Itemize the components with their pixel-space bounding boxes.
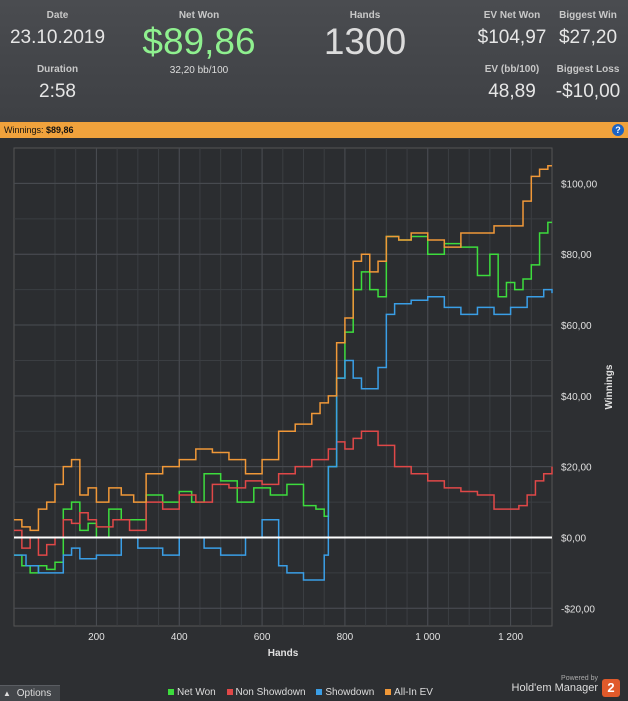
help-icon[interactable]: ? (612, 124, 624, 136)
net-won-value: $89,86 (142, 21, 256, 62)
biggest-win-value: $27,20 (558, 27, 618, 48)
duration-stat: Duration 2:58 (5, 64, 110, 103)
series-line-non-showdown (14, 430, 553, 556)
y-tick-label: $100,00 (561, 179, 598, 190)
x-tick-label: 800 (337, 632, 354, 643)
y-tick-label: $20,00 (561, 463, 592, 474)
winnings-banner: Winnings: $89,86 ? (0, 122, 628, 138)
ev-net-won-stat: EV Net Won $104,97 (472, 10, 552, 49)
chevron-up-icon: ▲ (3, 689, 11, 698)
legend-non-showdown[interactable]: Non Showdown (235, 687, 306, 698)
winnings-value: $89,86 (46, 125, 74, 135)
footer: ▲ Options Net Won Non Showdown Showdown … (0, 675, 628, 701)
x-tick-label: 1 200 (498, 632, 523, 643)
y-tick-label: $0,00 (561, 533, 586, 544)
date-stat: Date 23.10.2019 (5, 10, 110, 49)
legend-showdown[interactable]: Showdown (325, 687, 375, 698)
legend-net-won[interactable]: Net Won (177, 687, 216, 698)
series-line-all-in-ev (14, 164, 552, 532)
ev-bb100-value: 48,89 (488, 81, 536, 102)
legend-all-in-ev[interactable]: All-In EV (394, 687, 433, 698)
x-tick-label: 1 000 (415, 632, 440, 643)
biggest-win-stat: Biggest Win $27,20 (552, 10, 624, 49)
legend-swatch-showdown (316, 689, 323, 695)
winnings-text: Winnings: $89,86 (4, 122, 74, 138)
chart-legend: Net Won Non Showdown Showdown All-In EV (160, 687, 433, 698)
y-tick-label: -$20,00 (561, 604, 595, 615)
x-tick-label: 600 (254, 632, 271, 643)
y-tick-label: $80,00 (561, 250, 592, 261)
brand-logo-icon: 2 (602, 679, 620, 697)
duration-value: 2:58 (39, 81, 76, 102)
hands-value: 1300 (323, 21, 407, 62)
legend-swatch-non-showdown (226, 689, 233, 695)
ev-net-won-label: EV Net Won (483, 10, 541, 21)
ev-bb100-label: EV (bb/100) (484, 64, 540, 75)
duration-label: Duration (36, 64, 79, 75)
x-tick-label: 400 (171, 632, 188, 643)
winnings-label: Winnings: (4, 125, 44, 135)
biggest-win-label: Biggest Win (559, 10, 617, 21)
stats-header: Date 23.10.2019 Duration 2:58 Net Won $8… (0, 0, 628, 122)
series-line-showdown (14, 288, 553, 581)
legend-swatch-net-won (168, 689, 174, 695)
ev-net-won-value: $104,97 (477, 27, 547, 48)
y-tick-label: $60,00 (561, 321, 592, 332)
biggest-loss-stat: Biggest Loss -$10,00 (548, 64, 628, 103)
net-won-label: Net Won (178, 10, 220, 21)
date-value: 23.10.2019 (9, 27, 106, 48)
y-axis-label: Winnings (604, 364, 615, 409)
legend-swatch-all-in-ev (385, 689, 392, 695)
powered-by-text: Powered by (561, 675, 598, 682)
x-tick-label: 200 (88, 632, 105, 643)
brand-block: Powered by Hold'em Manager 2 (511, 675, 620, 697)
ev-bb100-stat: EV (bb/100) 48,89 (472, 64, 552, 103)
series-line-net-won (14, 221, 552, 574)
biggest-loss-label: Biggest Loss (556, 64, 620, 75)
net-won-bb100: 32,20 bb/100 (169, 65, 229, 76)
winnings-chart: 200 400 600 800 1 000 1 200 -$20,00 $0,00 $20,00… (0, 140, 628, 675)
y-tick-label: $40,00 (561, 392, 592, 403)
net-won-stat: Net Won $89,86 32,20 bb/100 (128, 10, 270, 76)
date-label: Date (46, 10, 69, 21)
brand-name: Hold'em Manager (511, 682, 598, 694)
hands-label: Hands (349, 10, 381, 21)
hands-stat: Hands 1300 (305, 10, 425, 63)
options-button[interactable]: ▲ Options (0, 685, 60, 701)
chart-svg: 200 400 600 800 1 000 1 200 -$20,00 $0,00 $20,00… (13, 147, 615, 659)
x-axis-label: Hands (268, 648, 299, 659)
options-label: Options (16, 688, 52, 699)
biggest-loss-value: -$10,00 (555, 81, 621, 102)
